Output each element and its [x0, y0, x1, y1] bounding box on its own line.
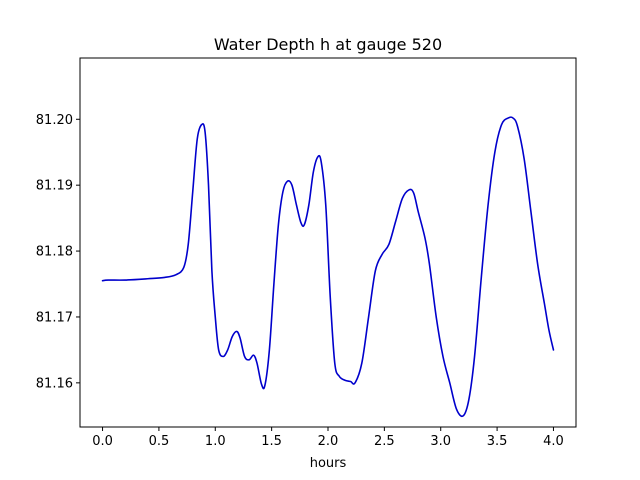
x-tick-label: 0.5 — [149, 434, 170, 449]
y-tick-label: 81.18 — [36, 245, 73, 260]
x-axis-label: hours — [310, 456, 347, 471]
x-tick-label: 1.5 — [261, 434, 282, 449]
x-tick-label: 2.5 — [374, 434, 395, 449]
chart-title: Water Depth h at gauge 520 — [214, 35, 442, 54]
y-tick-label: 81.17 — [36, 310, 73, 325]
series-layer — [101, 116, 555, 418]
x-tick-label: 0.0 — [92, 434, 113, 449]
y-axis: 81.16 81.17 81.18 81.19 81.20 — [36, 113, 80, 391]
x-tick-label: 1.0 — [205, 434, 226, 449]
series-line — [101, 116, 555, 418]
x-tick-label: 3.0 — [430, 434, 451, 449]
y-tick-label: 81.20 — [36, 113, 73, 128]
y-tick-label: 81.19 — [36, 179, 73, 194]
x-tick-label: 3.5 — [487, 434, 508, 449]
x-tick-label: 4.0 — [543, 434, 564, 449]
x-tick-label: 2.0 — [318, 434, 339, 449]
x-axis: 0.0 0.5 1.0 1.5 2.0 2.5 3.0 3.5 4.0 — [92, 427, 564, 449]
y-tick-label: 81.16 — [36, 376, 73, 391]
